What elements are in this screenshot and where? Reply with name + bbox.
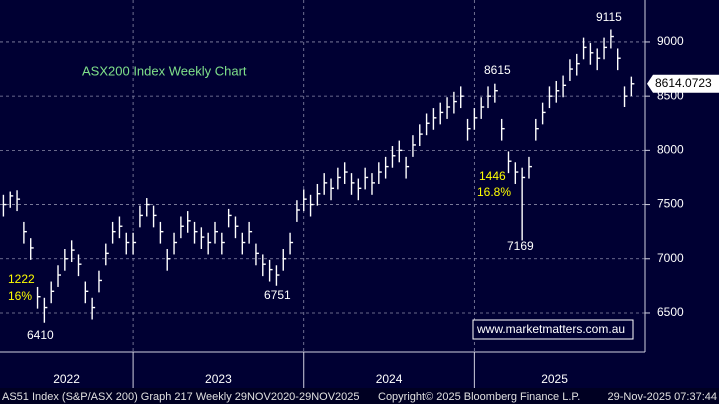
annotation: 6751 [264, 288, 291, 302]
annotation: 16% [8, 289, 32, 303]
chart-title: ASX200 Index Weekly Chart [82, 63, 247, 78]
watermark: www.marketmatters.com.au [476, 322, 625, 336]
footer-right: 29-Nov-2025 07:37:44 [608, 391, 717, 403]
y-tick-label: 7000 [657, 251, 684, 265]
y-tick-label: 9000 [657, 34, 684, 48]
annotation: 1222 [8, 272, 35, 286]
bars [2, 29, 635, 323]
footer-center: Copyright© 2025 Bloomberg Finance L.P. [378, 391, 580, 403]
annotation: 7169 [507, 239, 534, 253]
y-tick-label: 6500 [657, 305, 684, 319]
annotation: 6410 [27, 328, 54, 342]
x-tick-label: 2024 [376, 372, 403, 386]
y-tick-label: 8000 [657, 143, 684, 157]
annotation: 8615 [484, 63, 511, 77]
annotation: 1446 [479, 169, 506, 183]
footer-left: AS51 Index (S&P/ASX 200) Graph 217 Weekl… [2, 391, 360, 403]
footer-band [0, 388, 719, 404]
annotation: 16.8% [477, 185, 511, 199]
y-tick-label: 7500 [657, 197, 684, 211]
price-tag: 8614.0723 [647, 74, 719, 93]
grid [0, 0, 645, 388]
watermark-box [472, 319, 634, 340]
annotation: 9115 [596, 10, 622, 24]
price-tag-box [647, 74, 719, 93]
x-tick-label: 2023 [205, 372, 232, 386]
x-tick-label: 2022 [53, 372, 80, 386]
x-tick-label: 2025 [541, 372, 568, 386]
price-tag-label: 8614.0723 [655, 76, 712, 90]
